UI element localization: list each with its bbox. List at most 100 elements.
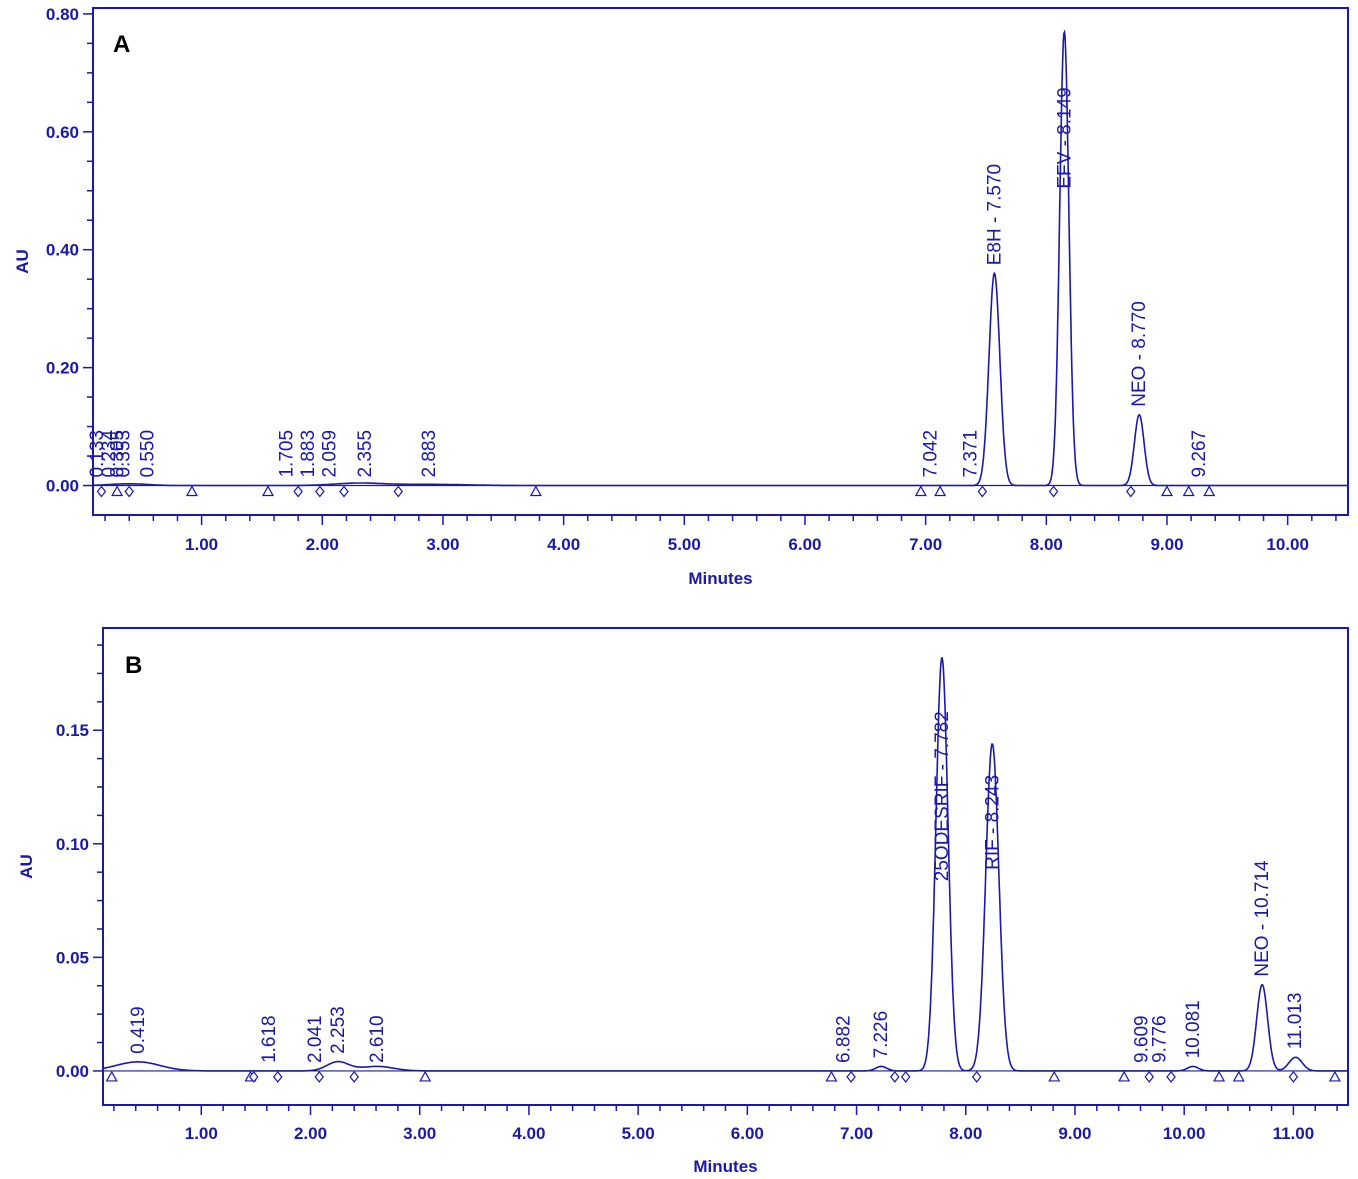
chromatogram-panel-a: 1.00 2.00 3.00 4.00 5.00 6.00 7.00 8.00 9.00 10.0… — [13, 5, 1349, 588]
triangle-marker — [105, 1070, 118, 1082]
x-tick-label: 8.00 — [949, 1124, 982, 1143]
panel-letter: A — [113, 31, 130, 58]
triangle-marker — [934, 485, 947, 497]
peak-label: 1.705 — [277, 430, 298, 478]
triangle-marker — [914, 485, 927, 497]
diamond-marker — [124, 485, 134, 498]
diamond-marker — [1288, 1070, 1299, 1083]
triangle-marker — [185, 485, 198, 497]
x-tick-label: 1.00 — [185, 535, 218, 554]
x-tick-label: 5.00 — [622, 1124, 655, 1143]
peak-label: 6.882 — [834, 1015, 855, 1063]
diamond-marker — [315, 485, 325, 498]
x-tick-label: 5.00 — [668, 535, 701, 554]
x-tick-label: 11.00 — [1273, 1124, 1315, 1143]
x-tick-label: 4.00 — [547, 535, 580, 554]
diamond-marker — [971, 1070, 982, 1083]
x-tick-label: 3.00 — [403, 1124, 436, 1143]
triangle-marker — [1160, 485, 1174, 497]
x-tick-label: 10.00 — [1163, 1124, 1206, 1143]
y-tick-label: 0.20 — [46, 359, 79, 378]
triangle-marker — [1182, 485, 1195, 497]
peak-label: 0.550 — [137, 430, 158, 478]
diamond-marker — [293, 485, 303, 498]
triangle-marker — [1213, 1070, 1226, 1082]
diamond-marker — [393, 485, 404, 498]
peak-label: 7.226 — [871, 1011, 892, 1059]
peak-label: 10.081 — [1183, 1000, 1204, 1058]
diamond-marker — [900, 1070, 911, 1083]
y-tick-label: 0.60 — [46, 123, 79, 142]
triangle-marker — [1232, 1070, 1245, 1082]
x-tick-label: 7.00 — [840, 1124, 873, 1143]
diamond-marker — [314, 1070, 325, 1083]
peak-label: NEO - 8.770 — [1129, 301, 1150, 407]
diamond-marker — [1144, 1070, 1155, 1083]
x-tick-label: 2.00 — [294, 1124, 327, 1143]
peak-label: 1.618 — [259, 1015, 280, 1063]
peak-label: 9.267 — [1189, 430, 1210, 478]
peak-label: 0.353 — [114, 430, 135, 478]
x-tick-label: 9.00 — [1150, 535, 1183, 554]
peak-label: 0.234 — [99, 430, 120, 478]
diamond-marker — [846, 1070, 856, 1083]
peak-label: 7.042 — [921, 430, 942, 478]
x-axis-title: Minutes — [693, 1157, 757, 1176]
x-tick-label: 7.00 — [909, 535, 942, 554]
diamond-marker — [96, 485, 107, 498]
peak-label: 11.013 — [1285, 993, 1306, 1050]
peak-label: 0.419 — [128, 1006, 149, 1054]
diamond-marker — [977, 485, 988, 498]
y-tick-label: 0.80 — [46, 5, 79, 24]
x-tick-label: 3.00 — [426, 535, 459, 554]
peak-label: RIF - 8.243 — [982, 775, 1003, 870]
x-tick-label: 10.00 — [1266, 535, 1309, 554]
y-axis-title: AU — [13, 249, 32, 274]
peak-label: EFV - 8.149 — [1054, 87, 1075, 188]
peak-label: 25ODESRIF - 7.782 — [932, 711, 953, 881]
x-tick-label: 6.00 — [788, 535, 821, 554]
x-tick-label: 4.00 — [512, 1124, 545, 1143]
peak-label: 9.776 — [1150, 1015, 1171, 1063]
panel-letter: B — [125, 652, 142, 679]
signal-trace — [102, 657, 1348, 1072]
diamond-marker — [349, 1070, 359, 1083]
peak-label: 2.883 — [419, 430, 440, 478]
diamond-marker — [1126, 485, 1136, 498]
diamond-marker — [272, 1070, 283, 1083]
triangle-marker — [529, 485, 542, 497]
peak-label: E8H - 7.570 — [984, 164, 1005, 265]
triangle-marker — [1203, 485, 1216, 497]
y-axis-title: AU — [17, 854, 36, 879]
x-tick-label: 6.00 — [731, 1124, 764, 1143]
triangle-marker — [1048, 1070, 1061, 1082]
x-tick-label: 9.00 — [1058, 1124, 1091, 1143]
peak-label: 7.371 — [960, 430, 981, 478]
x-tick-label: 8.00 — [1030, 535, 1063, 554]
x-tick-label: 2.00 — [306, 535, 339, 554]
diamond-marker — [890, 1070, 900, 1083]
diamond-marker — [339, 485, 349, 498]
chromatogram-panel-b: 1.00 2.00 3.00 4.00 5.00 6.00 7.00 8.00 9.00 10.0… — [17, 627, 1349, 1176]
triangle-marker — [1328, 1070, 1341, 1082]
peak-label: 0.133 — [87, 430, 108, 478]
peak-label: 2.355 — [355, 430, 376, 478]
diamond-marker — [1048, 485, 1059, 498]
y-tick-label: 0.05 — [56, 948, 89, 967]
y-tick-label: 0.10 — [56, 835, 89, 854]
y-tick-label: 0.00 — [46, 477, 79, 496]
triangle-marker — [825, 1070, 838, 1082]
triangle-marker — [1118, 1070, 1131, 1082]
peak-label: 0.305 — [108, 430, 129, 478]
x-axis-title: Minutes — [688, 569, 752, 588]
peak-label: 2.059 — [319, 430, 340, 478]
y-tick-label: 0.00 — [56, 1062, 89, 1081]
signal-trace — [93, 29, 1348, 487]
peak-label: 2.041 — [305, 1015, 326, 1063]
plot-frame — [92, 7, 1349, 516]
y-tick-label: 0.15 — [56, 721, 89, 740]
x-tick-label: 1.00 — [185, 1124, 218, 1143]
peak-label: NEO - 10.714 — [1252, 860, 1273, 977]
peak-label: 2.253 — [328, 1006, 349, 1054]
